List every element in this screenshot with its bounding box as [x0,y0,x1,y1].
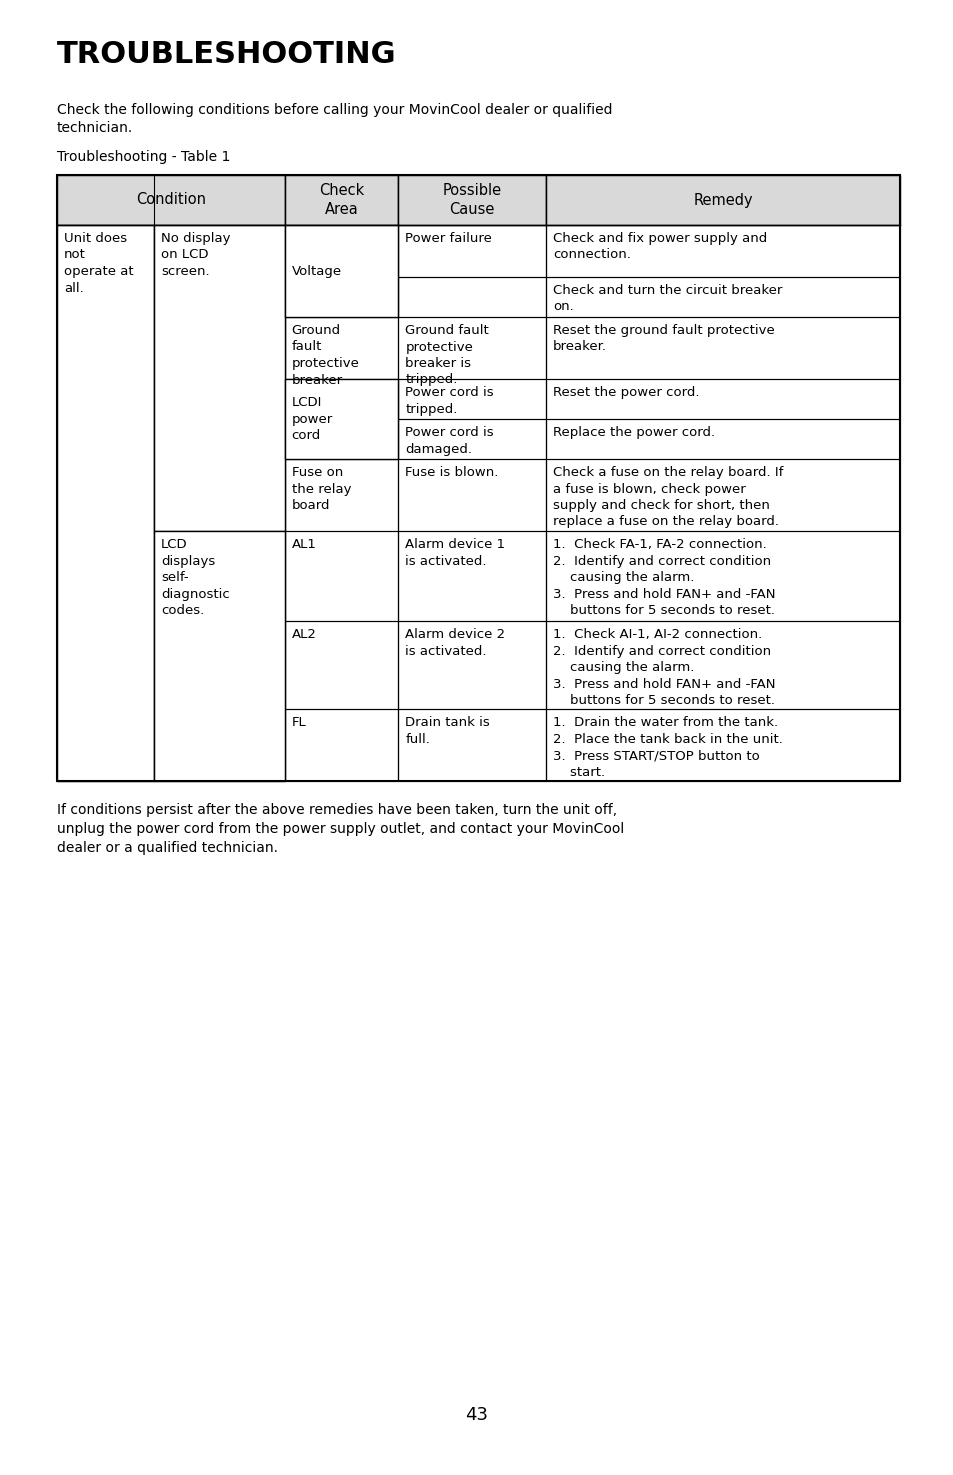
Bar [398,379,545,419]
Bar [398,419,545,459]
Text: TROUBLESHOOTING: TROUBLESHOOTING [57,40,396,69]
Text: If conditions persist after the above remedies have been taken, turn the unit of: If conditions persist after the above re… [57,802,623,856]
Text: Reset the ground fault protective
breaker.: Reset the ground fault protective breake… [553,324,774,354]
Text: LCDI
power
cord: LCDI power cord [292,395,333,442]
Text: Voltage: Voltage [292,264,341,277]
Bar [153,531,284,780]
Bar [398,277,545,317]
Text: FL: FL [292,715,306,729]
Bar [284,226,398,277]
Bar [398,459,545,531]
Text: Replace the power cord.: Replace the power cord. [553,426,715,440]
Bar [153,459,284,531]
Bar [545,531,899,621]
Bar [398,176,545,226]
Text: Drain tank is
full.: Drain tank is full. [405,715,490,745]
Bar [153,226,284,277]
Bar [545,621,899,709]
Bar [284,277,398,317]
Bar [153,277,284,317]
Bar [545,419,899,459]
Text: Ground
fault
protective
breaker: Ground fault protective breaker [292,324,359,386]
Bar [284,379,398,459]
Bar [284,419,398,459]
Text: Check and turn the circuit breaker
on.: Check and turn the circuit breaker on. [553,285,781,314]
Bar [57,459,153,531]
Text: Remedy: Remedy [693,193,752,208]
Text: Unit does
not
operate at
all.: Unit does not operate at all. [64,232,133,295]
Bar [545,277,899,317]
Bar [153,621,284,709]
Bar [57,176,899,780]
Text: Possible
Cause: Possible Cause [442,183,501,217]
Bar [57,531,153,621]
Bar [284,621,398,709]
Text: Check
Area: Check Area [318,183,364,217]
Text: Check the following conditions before calling your MovinCool dealer or qualified: Check the following conditions before ca… [57,103,612,136]
Bar [153,531,284,621]
Bar [284,709,398,780]
Bar [57,277,153,317]
Text: 43: 43 [465,1406,488,1423]
Text: Power cord is
tripped.: Power cord is tripped. [405,386,494,416]
Text: Fuse on
the relay
board: Fuse on the relay board [292,466,351,512]
Bar [57,379,153,419]
Bar [153,709,284,780]
Bar [57,621,153,709]
Bar [398,709,545,780]
Bar [284,379,398,419]
Bar [284,317,398,379]
Bar [545,317,899,379]
Bar [57,709,153,780]
Text: Fuse is blown.: Fuse is blown. [405,466,498,479]
Bar [545,459,899,531]
Text: Troubleshooting - Table 1: Troubleshooting - Table 1 [57,150,230,164]
Bar [545,709,899,780]
Text: Reset the power cord.: Reset the power cord. [553,386,699,400]
Bar [545,226,899,277]
Text: AL2: AL2 [292,628,316,642]
Bar [57,176,284,226]
Bar [153,379,284,419]
Bar [153,226,284,531]
Text: No display
on LCD
screen.: No display on LCD screen. [161,232,231,277]
Bar [284,176,398,226]
Bar [57,317,153,379]
Text: Check and fix power supply and
connection.: Check and fix power supply and connectio… [553,232,766,261]
Bar [398,621,545,709]
Bar [284,459,398,531]
Text: Alarm device 2
is activated.: Alarm device 2 is activated. [405,628,505,658]
Text: Condition: Condition [135,193,206,208]
Text: Power failure: Power failure [405,232,492,245]
Bar [398,531,545,621]
Text: LCD
displays
self-
diagnostic
codes.: LCD displays self- diagnostic codes. [161,538,230,617]
Bar [545,176,899,226]
Bar [153,419,284,459]
Text: 1.  Drain the water from the tank.
2.  Place the tank back in the unit.
3.  Pres: 1. Drain the water from the tank. 2. Pla… [553,715,782,779]
Text: Ground fault
protective
breaker is
tripped.: Ground fault protective breaker is tripp… [405,324,489,386]
Text: Alarm device 1
is activated.: Alarm device 1 is activated. [405,538,505,568]
Bar [284,531,398,621]
Text: 1.  Check FA-1, FA-2 connection.
2.  Identify and correct condition
    causing : 1. Check FA-1, FA-2 connection. 2. Ident… [553,538,775,617]
Text: 1.  Check AI-1, AI-2 connection.
2.  Identify and correct condition
    causing : 1. Check AI-1, AI-2 connection. 2. Ident… [553,628,775,707]
Bar [284,226,398,317]
Bar [153,317,284,379]
Bar [398,226,545,277]
Text: AL1: AL1 [292,538,316,552]
Bar [57,226,153,780]
Bar [57,419,153,459]
Bar [57,226,153,277]
Bar [545,379,899,419]
Bar [398,317,545,379]
Text: Check a fuse on the relay board. If
a fuse is blown, check power
supply and chec: Check a fuse on the relay board. If a fu… [553,466,782,528]
Text: Power cord is
damaged.: Power cord is damaged. [405,426,494,456]
